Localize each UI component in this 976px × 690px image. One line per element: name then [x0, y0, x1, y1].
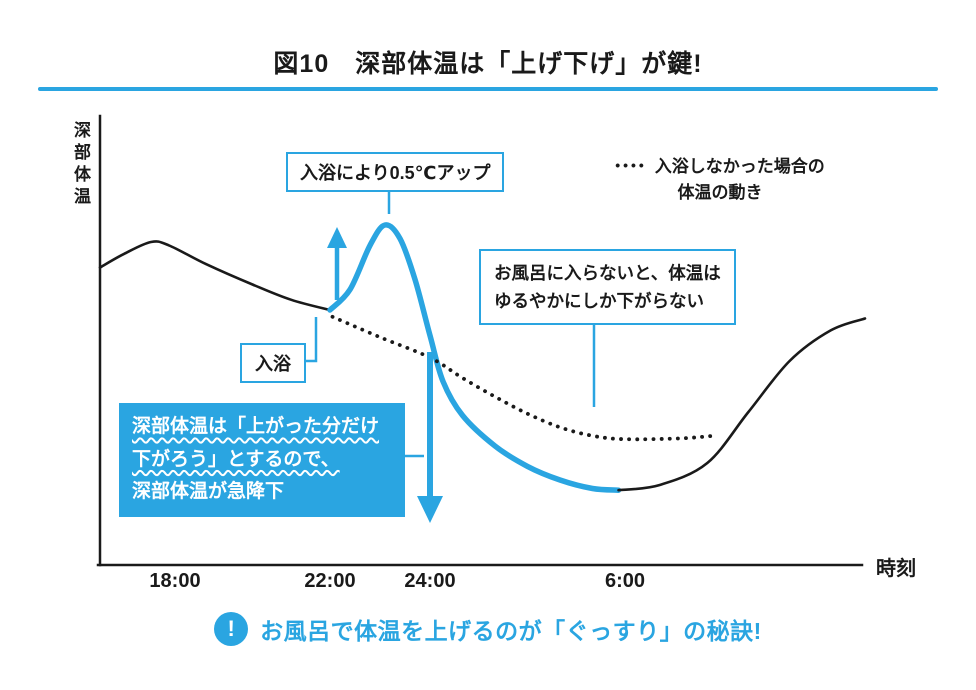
- steep-drop-line3: 深部体温が急降下: [132, 481, 285, 503]
- exclamation-icon: !: [214, 612, 249, 646]
- x-axis-label: 時刻: [876, 558, 916, 580]
- drop-arrow: [417, 352, 443, 523]
- y-axis-label: 深部体温: [74, 121, 91, 207]
- legend-no-bath: •••• 入浴しなかった場合の 体温の動き: [590, 154, 850, 207]
- curve-solid-black: [98, 240, 332, 312]
- legend-text-line2: 体温の動き: [677, 183, 763, 203]
- dotted-line-sample-icon: ••••: [615, 157, 647, 174]
- x-tick-label: 6:00: [604, 570, 646, 592]
- legend-text-line1: 入浴しなかった場合の: [654, 157, 825, 176]
- steep-drop-line1: 深部体温は「上がった分だけ: [132, 416, 380, 437]
- callout-bath: 入浴: [240, 343, 306, 383]
- curve-dotted-black: [330, 314, 716, 442]
- callout-no-bath-line2: ゆるやかにしか下がらない: [494, 291, 704, 311]
- rise-arrow-head: [327, 227, 347, 248]
- x-tick-label: 22:00: [304, 570, 356, 592]
- curve-solid-black: [617, 317, 867, 492]
- takeaway-text: お風呂で体温を上げるのが「ぐっすり」の秘訣!: [260, 618, 762, 644]
- callout-no-bath-line1: お風呂に入らないと、体温は: [494, 263, 721, 283]
- figure-title: 図10 深部体温は「上げ下げ」が鍵!: [273, 50, 703, 78]
- takeaway-banner: ! お風呂で体温を上げるのが「ぐっすり」の秘訣!: [0, 612, 976, 646]
- drop-arrow-head: [417, 496, 443, 523]
- callout-no-bath-slow-drop: お風呂に入らないと、体温は ゆるやかにしか下がらない: [479, 249, 736, 325]
- x-tick-label: 24:00: [404, 570, 456, 592]
- callout-steep-drop: 深部体温は「上がった分だけ 下がろう」とするので、 深部体温が急降下: [119, 403, 405, 518]
- title-underline-rule: [38, 87, 938, 91]
- temperature-curves: [98, 222, 867, 493]
- rise-arrow: [327, 227, 347, 300]
- steep-drop-line2: 下がろう」とするので、: [132, 448, 340, 470]
- legend-row: •••• 入浴しなかった場合の: [590, 154, 850, 180]
- x-tick-label: 18:00: [149, 570, 201, 592]
- callout-bath-temp-up: 入浴により0.5℃アップ: [286, 152, 505, 192]
